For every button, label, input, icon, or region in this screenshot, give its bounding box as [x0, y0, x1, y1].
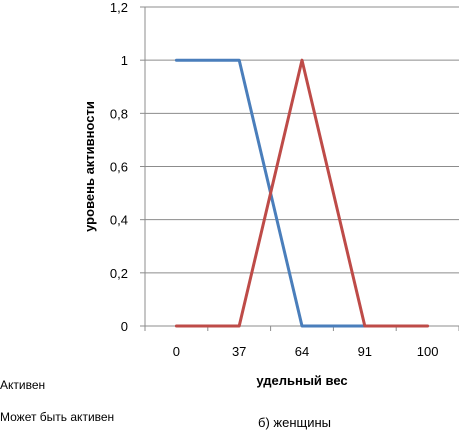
- x-tick-label: 37: [232, 344, 246, 359]
- gridlines: [145, 6, 459, 274]
- y-tick-label: 0,6: [110, 160, 128, 175]
- x-tick-label: 0: [173, 344, 180, 359]
- y-tick-label: 1: [121, 53, 128, 68]
- y-tick-label: 1,2: [110, 0, 128, 15]
- x-tick-label: 100: [417, 344, 439, 359]
- x-tick-label: 91: [358, 344, 372, 359]
- x-axis-title: удельный вес: [256, 373, 347, 388]
- y-tick-label: 0,8: [110, 106, 128, 121]
- legend-entry-active: Активен: [0, 378, 46, 392]
- x-tick-labels: 0 37 64 91 100: [173, 344, 439, 359]
- y-tick-label: 0: [121, 319, 128, 334]
- y-axis-title: уровень активности: [82, 101, 97, 232]
- y-tick-label: 0,4: [110, 213, 128, 228]
- y-tick-labels: 0 0,2 0,4 0,6 0,8 1 1,2: [110, 0, 128, 334]
- series-lines: [174, 58, 430, 328]
- x-tick-label: 64: [295, 344, 309, 359]
- series-line-1: [174, 58, 430, 328]
- legend-entry-maybe-active: Может быть активен: [0, 410, 115, 424]
- figure-caption: б) женщины: [258, 415, 331, 430]
- axes: [140, 6, 459, 331]
- y-tick-label: 0,2: [110, 266, 128, 281]
